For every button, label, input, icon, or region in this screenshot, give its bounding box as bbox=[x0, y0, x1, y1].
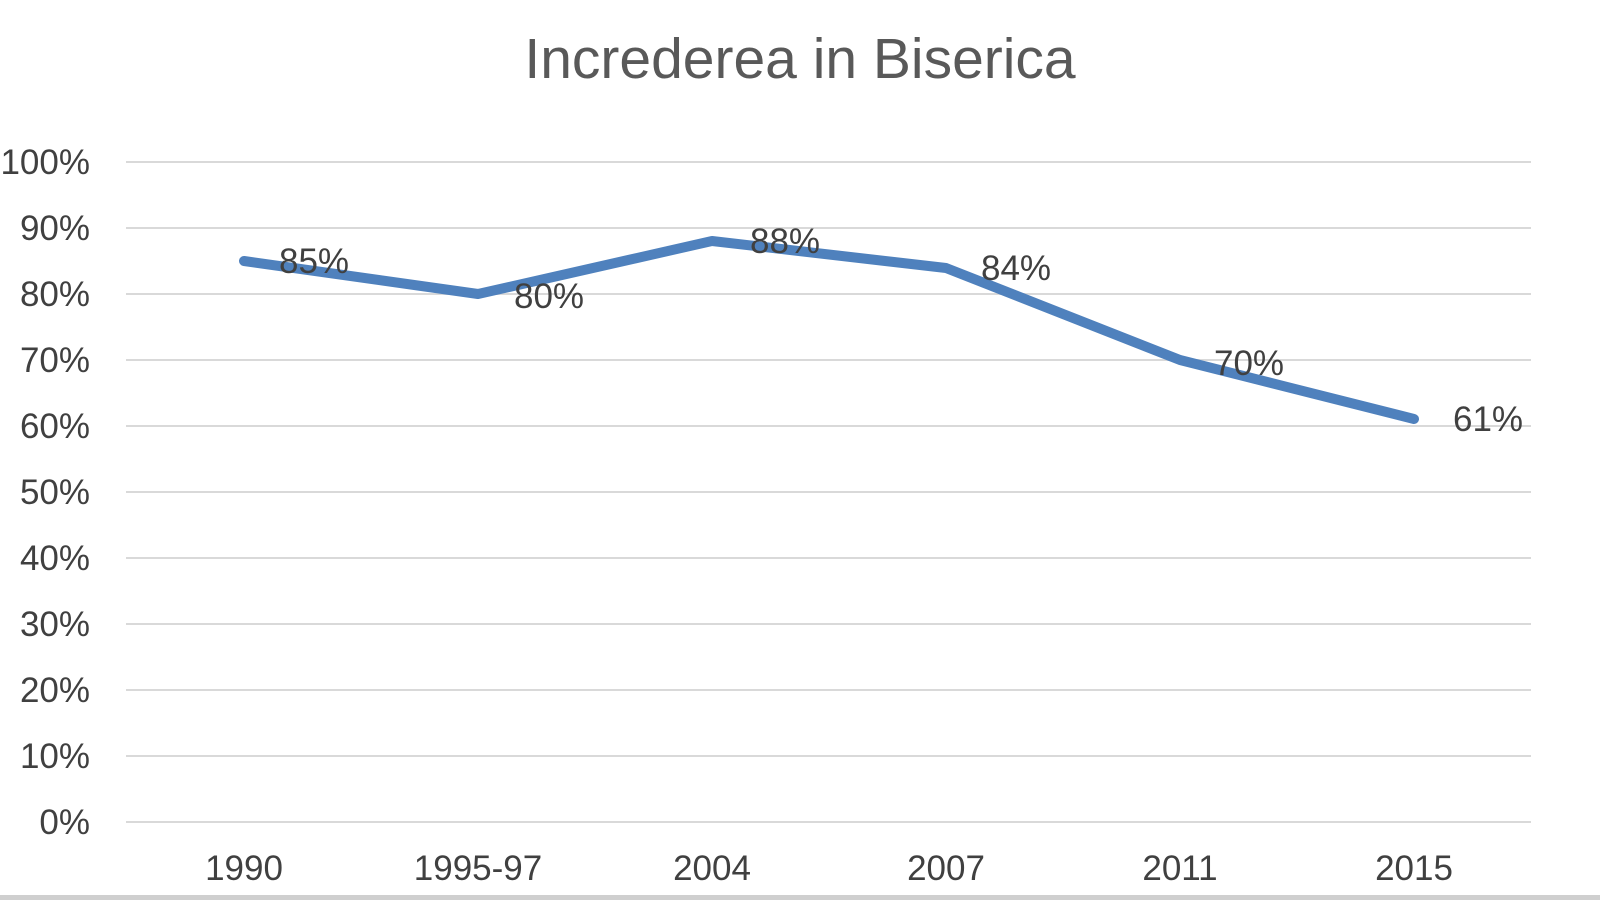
svg-text:2015: 2015 bbox=[1375, 849, 1453, 888]
svg-text:1995-97: 1995-97 bbox=[414, 849, 542, 888]
svg-text:2007: 2007 bbox=[907, 849, 985, 888]
svg-text:85%: 85% bbox=[279, 242, 349, 281]
svg-text:84%: 84% bbox=[981, 249, 1051, 288]
svg-text:80%: 80% bbox=[20, 275, 90, 314]
svg-text:Increderea in Biserica: Increderea in Biserica bbox=[524, 27, 1076, 91]
svg-text:70%: 70% bbox=[20, 341, 90, 380]
svg-text:100%: 100% bbox=[0, 143, 90, 182]
svg-text:10%: 10% bbox=[20, 737, 90, 776]
svg-text:50%: 50% bbox=[20, 473, 90, 512]
svg-text:61%: 61% bbox=[1453, 400, 1523, 439]
svg-text:2011: 2011 bbox=[1142, 849, 1217, 888]
svg-text:88%: 88% bbox=[750, 222, 820, 261]
svg-text:1990: 1990 bbox=[205, 849, 283, 888]
svg-text:70%: 70% bbox=[1214, 344, 1284, 383]
svg-text:30%: 30% bbox=[20, 605, 90, 644]
svg-text:0%: 0% bbox=[39, 803, 90, 842]
svg-text:40%: 40% bbox=[20, 539, 90, 578]
svg-text:80%: 80% bbox=[514, 277, 584, 316]
svg-text:60%: 60% bbox=[20, 407, 90, 446]
svg-text:2004: 2004 bbox=[673, 849, 751, 888]
svg-text:90%: 90% bbox=[20, 209, 90, 248]
svg-text:20%: 20% bbox=[20, 671, 90, 710]
